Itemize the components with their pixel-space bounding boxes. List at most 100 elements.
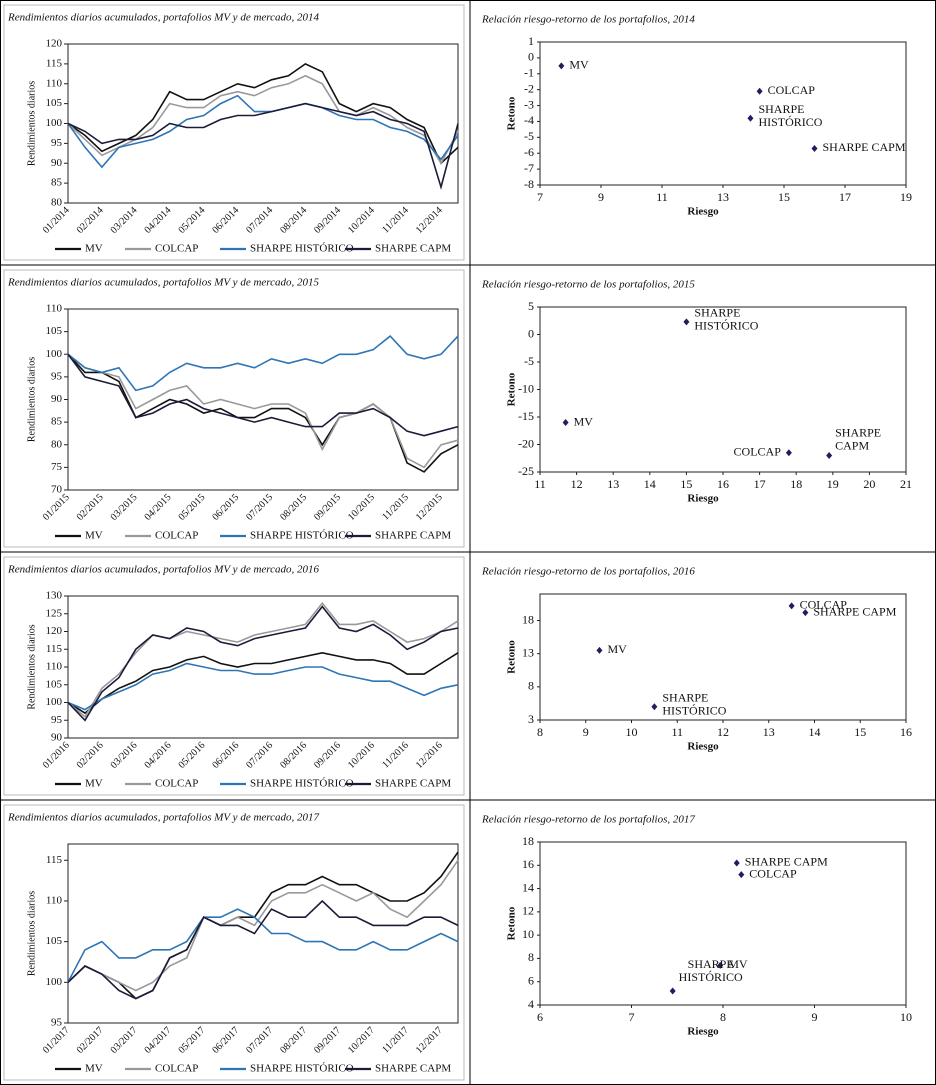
y-tick-label: 5	[528, 299, 534, 313]
scatter-point	[683, 318, 690, 326]
point-label: SHARPE	[694, 306, 740, 320]
x-tick-label: 06/2014	[210, 205, 241, 236]
x-tick-label: 05/2017	[176, 1025, 207, 1056]
x-tick-label: 01/2015	[41, 492, 72, 523]
x-tick-label: 08/2015	[278, 492, 309, 523]
x-tick-label: 12/2017	[414, 1025, 445, 1056]
scatter-point	[826, 452, 833, 459]
point-label: SHARPE	[835, 425, 881, 439]
point-label: HISTÓRICO	[662, 703, 726, 717]
x-tick-label: 06/2017	[210, 1025, 241, 1056]
point-label: MV	[607, 642, 627, 656]
y-tick-label: 6	[528, 973, 534, 987]
x-axis-label: Riesgo	[687, 206, 719, 218]
series-line	[67, 899, 459, 1000]
x-tick-label: 04/2017	[143, 1025, 174, 1056]
x-tick-label: 11/2015	[380, 492, 411, 523]
y-tick-label: 90	[51, 393, 63, 405]
y-tick-label: -15	[518, 409, 534, 423]
x-tick-label: 18	[790, 477, 802, 491]
y-tick-label: 80	[51, 197, 63, 209]
x-tick-label: 06/2015	[210, 492, 241, 523]
y-axis-label: Rendimientos diarios	[26, 891, 37, 976]
x-tick-label: 02/2015	[75, 492, 106, 523]
point-label: COLCAP	[749, 866, 797, 880]
legend-label: SHARPE CAPM	[375, 243, 451, 255]
x-tick-label: 07/2017	[244, 1025, 275, 1056]
legend-label: SHARPE HISTÓRICO	[250, 1063, 354, 1075]
x-tick-label: 9	[598, 190, 604, 204]
series-line	[67, 605, 459, 722]
scatter-point	[788, 602, 795, 610]
series-line	[67, 908, 459, 983]
y-tick-label: 95	[51, 137, 63, 149]
chart-title: Relación riesgo-retorno de los portafoli…	[481, 566, 695, 578]
legend-label: SHARPE HISTÓRICO	[250, 530, 354, 542]
point-label: SHARPE	[688, 957, 734, 971]
x-tick-label: 11/2016	[380, 740, 411, 771]
y-tick-label: -5	[524, 354, 534, 368]
y-tick-label: 1	[528, 34, 534, 48]
legend-label: SHARPE CAPM	[375, 530, 451, 542]
x-tick-label: 09/2017	[312, 1025, 343, 1056]
x-tick-label: 09/2015	[312, 492, 343, 523]
scatter-point	[651, 703, 658, 711]
y-tick-label: 120	[46, 38, 63, 50]
y-tick-label: 130	[46, 590, 63, 602]
y-tick-label: 105	[46, 678, 63, 690]
x-tick-label: 15	[778, 190, 790, 204]
y-tick-label: -20	[518, 436, 534, 450]
y-axis-label: Rendimientos diarios	[26, 81, 37, 166]
x-tick-label: 10/2017	[346, 1025, 377, 1056]
chart-title: Relación riesgo-retorno de los portafoli…	[481, 814, 695, 826]
x-tick-label: 19	[900, 190, 912, 204]
y-tick-label: 85	[51, 177, 63, 189]
series-line	[67, 94, 459, 169]
x-tick-label: 05/2014	[176, 205, 207, 236]
x-tick-label: 8	[537, 725, 543, 739]
x-tick-label: 15	[680, 477, 692, 491]
y-tick-label: 3	[528, 712, 534, 726]
y-tick-label: -8	[524, 177, 534, 191]
chart-title: Rendimientos diarios acumulados, portafo…	[7, 564, 320, 576]
plot-area	[539, 41, 907, 186]
x-tick-label: 20	[863, 477, 875, 491]
x-tick-label: 13	[717, 190, 729, 204]
x-tick-label: 16	[717, 477, 729, 491]
point-label: CAPM	[835, 438, 869, 452]
x-tick-label: 7	[629, 1010, 635, 1024]
y-tick-label: 95	[51, 1017, 63, 1029]
y-tick-label: -25	[518, 464, 534, 478]
y-tick-label: 100	[46, 117, 63, 129]
point-label: COLCAP	[800, 598, 848, 612]
x-tick-label: 10	[626, 725, 638, 739]
x-tick-label: 08/2014	[278, 205, 309, 236]
y-axis-label: Rendimientos diarios	[26, 624, 37, 709]
x-tick-label: 02/2014	[75, 205, 106, 236]
scatter-point	[562, 419, 569, 426]
x-tick-label: 9	[583, 725, 589, 739]
x-tick-label: 10/2016	[346, 740, 377, 771]
y-tick-label: 75	[51, 461, 63, 473]
y-tick-label: 105	[46, 97, 63, 109]
y-tick-label: 100	[46, 348, 63, 360]
x-tick-label: 09/2014	[312, 205, 343, 236]
chart-frame	[3, 556, 465, 796]
point-label: HISTÓRICO	[694, 319, 758, 333]
legend-label: SHARPE CAPM	[375, 1063, 451, 1075]
point-label: HISTÓRICO	[758, 115, 822, 129]
x-tick-label: 11	[671, 725, 683, 739]
point-label: HISTÓRICO	[679, 970, 743, 984]
plot-area	[67, 843, 459, 1024]
x-axis-label: Riesgo	[687, 493, 719, 505]
x-tick-label: 8	[720, 1010, 726, 1024]
y-tick-label: 10	[522, 927, 534, 941]
legend-label: SHARPE HISTÓRICO	[250, 778, 354, 790]
y-tick-label: -5	[524, 129, 534, 143]
scatter-point	[785, 449, 792, 457]
scatter-point	[717, 961, 724, 969]
series-line	[67, 601, 459, 718]
point-label: COLCAP	[768, 83, 816, 97]
y-axis-label: Retono	[506, 640, 518, 674]
x-tick-label: 13	[607, 477, 619, 491]
